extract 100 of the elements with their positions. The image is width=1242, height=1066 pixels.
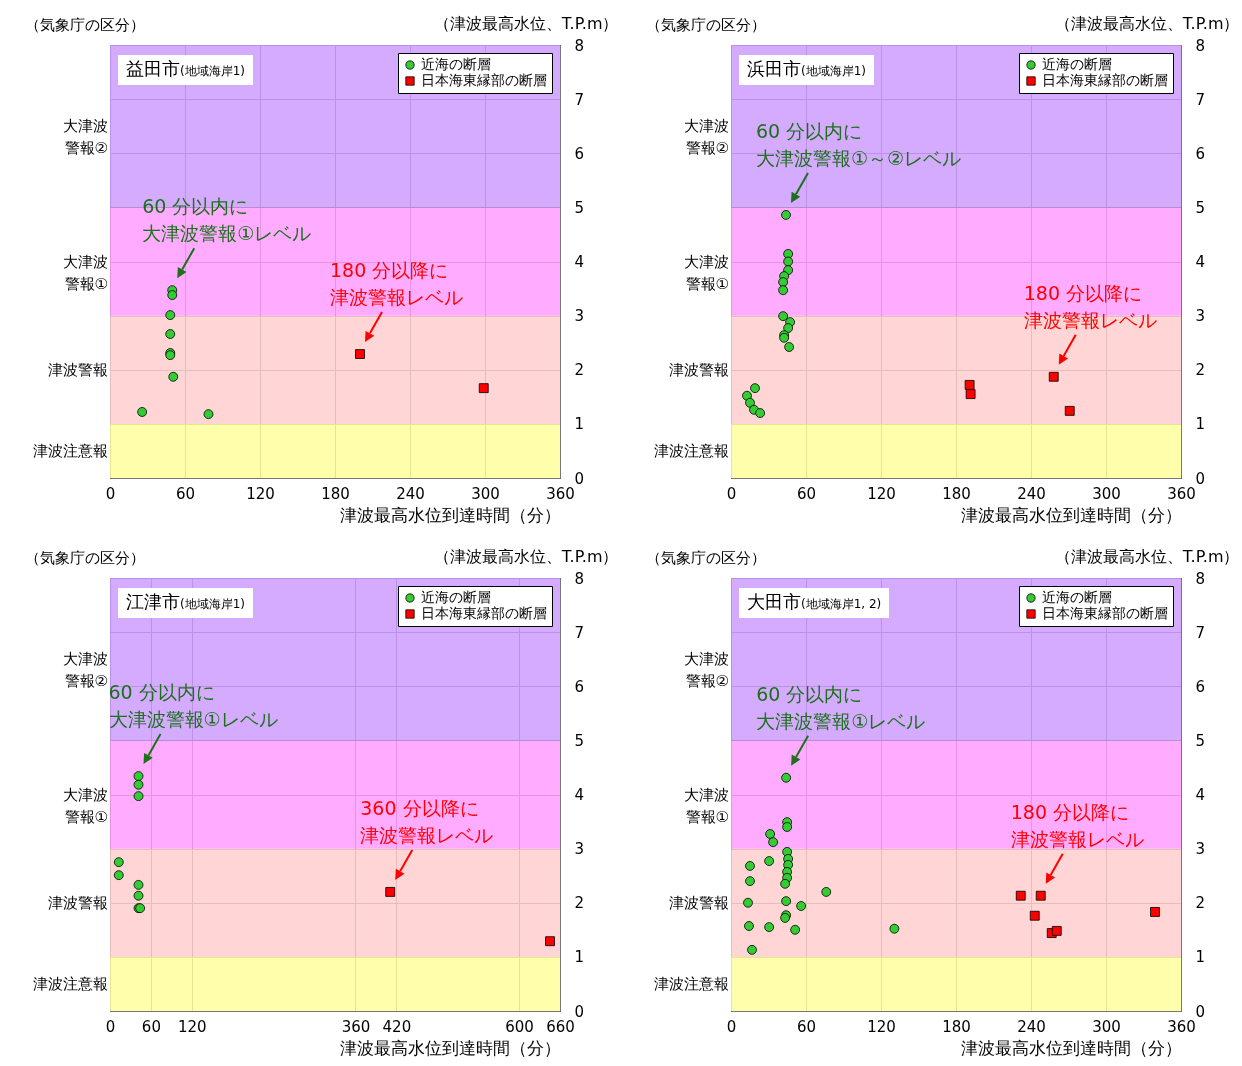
x-tick-label: 360	[546, 484, 575, 503]
point	[778, 285, 788, 296]
y-tick-label: 3	[574, 840, 585, 859]
x-tick-label: 180	[321, 484, 350, 503]
y-tick-label: 0	[574, 469, 585, 488]
band-label: 大津波警報②	[63, 650, 108, 691]
y-axis-title: （津波最高水位、T.P.m）	[1054, 13, 1240, 33]
x-axis-title: 津波最高水位到達時間（分）	[960, 504, 1182, 525]
band-label: 津波警報	[669, 893, 729, 912]
point	[133, 791, 144, 801]
point	[385, 887, 396, 897]
y-tick-label: 2	[1195, 361, 1206, 380]
band-label: 大津波警報②	[684, 117, 729, 158]
y-tick-label: 6	[1195, 677, 1206, 696]
text: （気象庁の区分）	[25, 16, 145, 34]
point	[1029, 910, 1040, 921]
x-axis-title: 津波最高水位到達時間（分）	[339, 1037, 561, 1058]
text: (地域海岸1)	[180, 597, 245, 611]
band-label: 津波注意報	[33, 974, 108, 993]
annotation: 大津波警報①～②レベル	[756, 146, 962, 169]
annotation: 60 分以内に	[756, 119, 863, 142]
point	[783, 256, 793, 267]
x-tick-label: 0	[726, 484, 737, 503]
legend-label: 近海の断層	[421, 56, 491, 72]
legend-label: 日本海東縁部の断層	[421, 72, 547, 88]
point	[764, 856, 774, 866]
x-tick-label: 60	[796, 484, 817, 503]
annotation: 360 分以降に	[360, 796, 479, 819]
point	[745, 876, 755, 886]
y-tick-label: 6	[574, 144, 585, 163]
text: （気象庁の区分）	[646, 549, 766, 567]
band-label: 大津波警報①	[684, 785, 729, 826]
y-tick-label: 1	[1195, 415, 1206, 434]
point	[743, 897, 753, 908]
y-axis-title: （津波最高水位、T.P.m）	[433, 13, 619, 33]
point	[133, 880, 144, 890]
x-tick-label: 420	[382, 1017, 412, 1036]
x-tick-label: 120	[178, 1017, 207, 1036]
y-tick-label: 5	[574, 198, 585, 217]
y-tick-label: 4	[1195, 786, 1206, 804]
x-tick-label: 360	[1167, 484, 1196, 503]
point	[781, 896, 791, 906]
point	[778, 311, 788, 322]
x-tick-label: 0	[105, 1017, 116, 1036]
y-tick-label: 7	[574, 90, 585, 109]
point	[747, 944, 757, 955]
x-tick-label: 180	[942, 484, 971, 503]
legend-label: 日本海東縁部の断層	[421, 605, 547, 621]
x-tick-label: 240	[396, 484, 425, 503]
y-tick-label: 3	[574, 307, 585, 326]
point	[113, 857, 124, 868]
y-tick-label: 2	[574, 361, 585, 380]
point	[745, 397, 755, 408]
point	[1051, 926, 1062, 936]
y-tick-label: 0	[1195, 469, 1206, 488]
point	[768, 837, 778, 847]
annotation: 60 分以内に	[142, 195, 249, 218]
text: (地域海岸1, 2)	[801, 597, 882, 611]
y-tick-label: 7	[574, 623, 585, 642]
band-label: 津波注意報	[33, 441, 108, 460]
text: （気象庁の区分）	[25, 549, 145, 567]
y-tick-label: 1	[1195, 948, 1206, 967]
band-label: 大津波警報①	[63, 785, 108, 826]
point	[113, 870, 124, 881]
y-tick-label: 4	[574, 253, 585, 271]
band-label: 津波注意報	[654, 441, 729, 460]
y-tick-label: 2	[574, 894, 585, 913]
y-tick-label: 8	[1195, 569, 1206, 588]
annotation: 180 分以降に	[1010, 800, 1130, 823]
x-tick-label: 120	[867, 1017, 896, 1036]
point	[765, 829, 775, 839]
legend-label: 近海の断層	[421, 589, 491, 605]
annotation: 津波警報レベル	[360, 823, 494, 846]
x-tick-label: 120	[867, 484, 896, 503]
point	[964, 380, 975, 390]
y-tick-label: 1	[574, 415, 585, 434]
annotation: 180 分以降に	[1023, 281, 1143, 304]
y-tick-label: 2	[1195, 894, 1206, 913]
point	[889, 923, 900, 934]
point	[784, 342, 794, 352]
y-tick-label: 8	[574, 36, 585, 55]
point	[821, 887, 832, 897]
legend-label: 日本海東縁部の断層	[1042, 605, 1168, 621]
legend-label: 日本海東縁部の断層	[1042, 72, 1168, 88]
x-tick-label: 660	[546, 1017, 575, 1036]
x-tick-label: 60	[796, 1017, 817, 1036]
point	[744, 921, 754, 931]
point	[796, 901, 806, 911]
legend-label: 近海の断層	[1042, 589, 1112, 605]
point	[750, 383, 760, 394]
band-label: 津波警報	[48, 360, 108, 379]
point	[764, 922, 774, 932]
point	[965, 389, 976, 399]
annotation: 津波警報レベル	[1010, 827, 1144, 850]
point	[165, 310, 176, 320]
point	[1015, 890, 1026, 901]
y-tick-label: 4	[1195, 253, 1206, 271]
y-tick-label: 3	[1195, 307, 1206, 326]
y-tick-label: 3	[1195, 840, 1206, 859]
x-tick-label: 300	[1092, 484, 1121, 503]
